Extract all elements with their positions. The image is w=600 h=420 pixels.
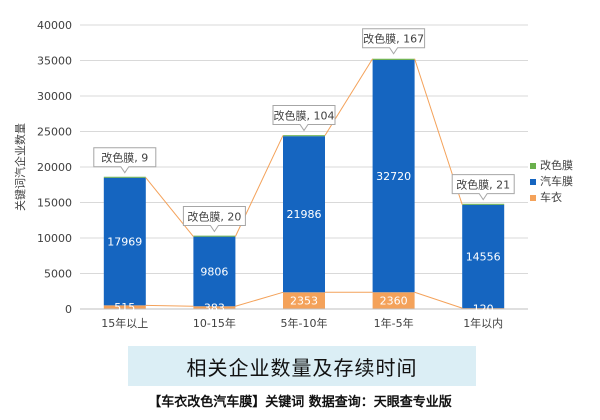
data-label-车衣-4: 120 [473, 303, 494, 316]
callout-box-2 [272, 104, 336, 132]
bottom-connector-line-3 [414, 291, 463, 309]
y-tick-label-6: 30000 [37, 90, 72, 103]
x-tick-label-3: 1年-5年 [374, 316, 414, 330]
callout-label-0: 改色膜, 9 [101, 151, 148, 165]
bar-汽车膜-3 [372, 59, 415, 293]
legend-swatch-改色膜 [530, 163, 536, 169]
chart-title: 相关企业数量及存续时间 [186, 355, 418, 380]
legend-swatch-汽车膜 [530, 179, 536, 185]
bar-车衣-2 [283, 292, 325, 309]
callout-label-4: 改色膜, 21 [456, 178, 510, 192]
data-label-汽车膜-0: 17969 [107, 236, 142, 249]
bar-汽车膜-1 [193, 236, 236, 307]
callout-label-3: 改色膜, 167 [363, 32, 424, 46]
stacked-bar-chart: 0 5000 10000 15000 20000 25000 30000 35000 40000… [13, 19, 573, 330]
callout-box-1 [182, 206, 246, 233]
legend-label-汽车膜: 汽车膜 [540, 174, 573, 188]
bottom-connector-line-0 [145, 304, 194, 307]
top-connector-line-0 [145, 177, 194, 237]
callout-box-0 [93, 147, 157, 174]
bar-改色膜-4 [462, 203, 505, 205]
y-tick-label-3: 15000 [37, 197, 72, 210]
y-tick-label-7: 35000 [37, 55, 72, 68]
data-label-汽车膜-4: 14556 [466, 250, 501, 263]
y-tick-label-2: 10000 [37, 232, 72, 245]
x-tick-label-1: 10-15年 [193, 316, 236, 330]
bar-车衣-3 [372, 292, 415, 309]
data-label-汽车膜-1: 9806 [200, 265, 228, 278]
data-label-汽车膜-3: 32720 [376, 170, 411, 183]
y-tick-label-1: 5000 [44, 268, 72, 281]
callout-box-4 [451, 174, 515, 201]
bar-改色膜-2 [283, 135, 325, 137]
bar-汽车膜-2 [283, 136, 325, 293]
x-tick-label-0: 15年以上 [101, 316, 148, 330]
callout-label-2: 改色膜, 104 [274, 108, 335, 122]
bar-车衣-1 [193, 306, 236, 309]
data-label-车衣-1: 383 [204, 302, 225, 315]
legend-label-车衣: 车衣 [540, 190, 562, 204]
data-source-footer: 【车衣改色汽车膜】关键词 数据查询：天眼查专业版 [148, 395, 452, 410]
x-tick-label-4: 1年以内 [463, 316, 503, 330]
bar-改色膜-3 [372, 58, 415, 60]
bar-车衣-0 [103, 305, 146, 309]
y-axis-label: 关键词汽企业数量 [13, 123, 27, 211]
bar-汽车膜-4 [462, 204, 505, 309]
data-label-车衣-0: 515 [114, 301, 135, 314]
bottom-connector-line-1 [235, 291, 284, 307]
legend-label-改色膜: 改色膜 [540, 158, 573, 172]
bar-汽车膜-0 [103, 177, 146, 306]
data-label-车衣-2: 2353 [290, 295, 318, 308]
y-tick-label-5: 25000 [37, 126, 72, 139]
data-label-车衣-3: 2360 [380, 295, 408, 308]
y-tick-label-0: 0 [65, 303, 72, 316]
bar-改色膜-1 [193, 235, 236, 237]
data-label-汽车膜-2: 21986 [287, 208, 322, 221]
bar-改色膜-0 [103, 176, 146, 178]
x-tick-label-2: 5年-10年 [281, 316, 328, 330]
callout-label-1: 改色膜, 20 [187, 210, 241, 224]
y-tick-label-4: 20000 [37, 161, 72, 174]
chart-title-band: 相关企业数量及存续时间 [128, 346, 476, 386]
callout-box-3 [362, 28, 426, 55]
y-tick-label-8: 40000 [37, 19, 72, 32]
legend-swatch-车衣 [530, 195, 536, 201]
